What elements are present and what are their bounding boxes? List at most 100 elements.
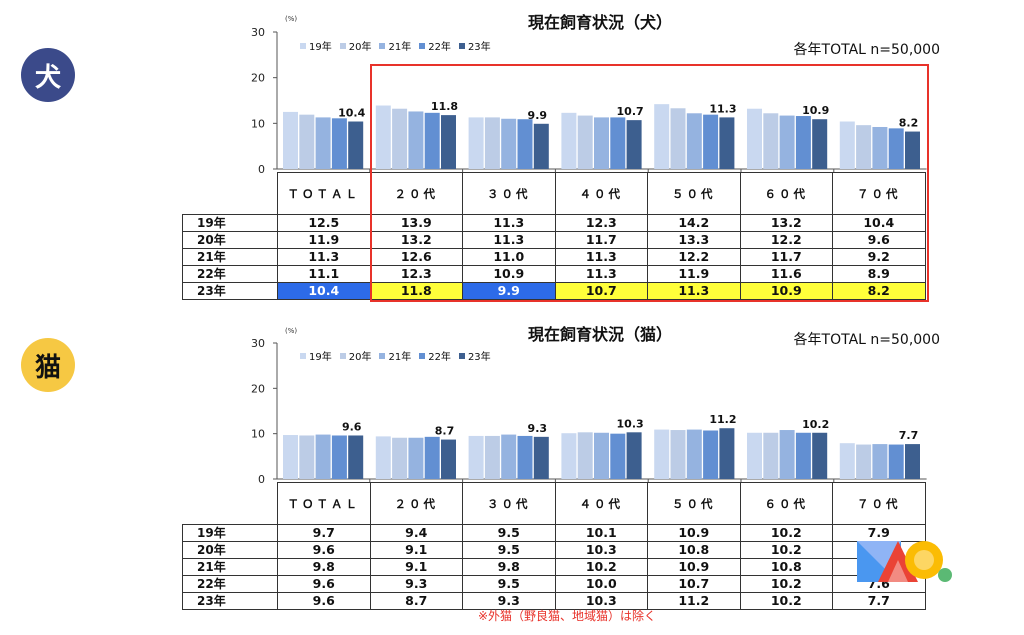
legend-item: 19年	[300, 348, 332, 363]
bar-23年-2	[533, 123, 549, 169]
bar-22年-3	[610, 117, 626, 169]
bar-23年-4	[719, 428, 735, 479]
table-row: 23年 10.4 11.8 9.9 10.7 11.3 10.9 8.2	[182, 282, 926, 300]
bar-19年-4	[654, 104, 670, 169]
table-header-row: ＴＯＴＡＬ ２０代 ３０代 ４０代 ５０代 ６０代 ７０代	[182, 482, 926, 525]
bar-22年-0	[331, 118, 347, 169]
legend-item: 23年	[458, 348, 491, 363]
legend-label: 22年	[428, 352, 451, 363]
dog-y-unit: (%)	[285, 15, 298, 23]
data-label: 10.9	[802, 104, 829, 117]
data-label: 11.2	[709, 413, 736, 426]
bar-21年-0	[315, 434, 331, 479]
bar-22年-2	[517, 119, 533, 169]
legend-item: 22年	[419, 348, 451, 363]
bar-19年-6	[839, 121, 855, 169]
header-blank	[182, 482, 278, 525]
table-cell: 9.7	[277, 524, 371, 542]
y-tick-label: 10	[251, 117, 265, 130]
bar-23年-5	[812, 432, 828, 479]
bar-20年-4	[670, 430, 686, 479]
legend-swatch	[379, 353, 386, 359]
bar-20年-0	[299, 114, 315, 169]
bar-19年-6	[839, 443, 855, 479]
bar-20年-2	[484, 435, 500, 479]
dog-legend: 19年 20年 21年 22年 23年	[300, 38, 491, 53]
table-cell: 10.2	[739, 575, 833, 593]
bar-22年-3	[610, 433, 626, 479]
row-label: 22年	[182, 575, 278, 593]
bar-20年-5	[763, 432, 779, 479]
bar-20年-3	[577, 115, 593, 169]
bar-22年-4	[703, 430, 719, 479]
table-row: 22年 9.6 9.3 9.5 10.0 10.7 10.2 7.6	[182, 575, 926, 593]
bar-21年-2	[501, 118, 517, 169]
table-cell: 9.5	[462, 541, 556, 559]
data-label: 11.8	[431, 100, 458, 113]
y-tick-label: 0	[258, 163, 265, 176]
column-header: ６０代	[739, 482, 833, 525]
data-label: 9.6	[342, 420, 362, 433]
table-cell: 10.1	[554, 524, 648, 542]
column-header: ２０代	[369, 482, 463, 525]
bar-23年-1	[441, 439, 456, 479]
table-row: 19年 12.5 13.9 11.3 12.3 14.2 13.2 10.4	[182, 214, 926, 232]
table-cell: 10.9	[647, 558, 741, 576]
table-cell: 9.6	[832, 231, 926, 249]
data-label: 10.2	[802, 418, 829, 431]
bar-19年-3	[561, 433, 577, 479]
bar-21年-0	[315, 117, 331, 169]
bar-19年-0	[283, 111, 298, 169]
table-cell: 11.3	[462, 231, 556, 249]
table-cell: 9.8	[277, 558, 371, 576]
dog-data-table: ＴＯＴＡＬ ２０代 ３０代 ４０代 ５０代 ６０代 ７０代 19年 12.5 13.9 11.3 12…	[182, 172, 926, 300]
legend-swatch	[458, 43, 465, 49]
cat-data-table: ＴＯＴＡＬ ２０代 ３０代 ４０代 ５０代 ６０代 ７０代 19年 9.7 9.4 9.5 10.1 1…	[182, 482, 926, 610]
bar-21年-3	[594, 117, 609, 169]
bar-19年-1	[375, 436, 391, 479]
bar-19年-5	[747, 108, 762, 169]
bar-23年-4	[719, 117, 735, 169]
bar-23年-2	[533, 436, 549, 479]
bar-22年-2	[517, 435, 533, 479]
bar-23年-3	[626, 432, 642, 479]
bar-20年-4	[670, 108, 686, 169]
bar-22年-5	[795, 432, 811, 479]
column-header: ３０代	[462, 482, 556, 525]
table-cell: 7.9	[832, 524, 926, 542]
table-cell: 9.8	[462, 558, 556, 576]
bar-20年-1	[392, 437, 408, 479]
y-tick-label: 30	[251, 337, 265, 350]
data-label: 10.4	[338, 107, 365, 120]
row-label: 23年	[182, 282, 278, 300]
legend-swatch	[419, 43, 426, 49]
y-tick-label: 30	[251, 26, 265, 39]
table-cell: 10.4	[277, 282, 371, 300]
header-blank	[182, 172, 278, 215]
bar-19年-3	[561, 112, 577, 169]
table-cell: 10.2	[739, 524, 833, 542]
bar-21年-6	[872, 444, 888, 479]
y-tick-label: 0	[258, 473, 265, 486]
bar-20年-5	[763, 113, 779, 169]
table-cell: 9.6	[277, 541, 371, 559]
bar-20年-2	[484, 117, 500, 169]
column-header: ＴＯＴＡＬ	[277, 172, 371, 215]
data-label: 10.3	[617, 417, 644, 430]
table-cell: 10.2	[554, 558, 648, 576]
legend-swatch	[339, 353, 346, 359]
table-cell: 10.2	[739, 541, 833, 559]
bar-21年-1	[408, 111, 424, 169]
y-tick-label: 20	[251, 72, 265, 85]
bar-21年-4	[686, 429, 702, 479]
table-cell: 9.9	[462, 282, 556, 300]
bar-23年-6	[905, 131, 920, 169]
table-cell: 11.8	[369, 282, 463, 300]
table-cell: 11.2	[647, 592, 741, 610]
table-cell: 10.2	[739, 592, 833, 610]
table-cell: 10.8	[647, 541, 741, 559]
table-cell: 9.4	[369, 524, 463, 542]
bar-20年-6	[856, 444, 872, 479]
dog-badge: 犬	[21, 48, 75, 102]
